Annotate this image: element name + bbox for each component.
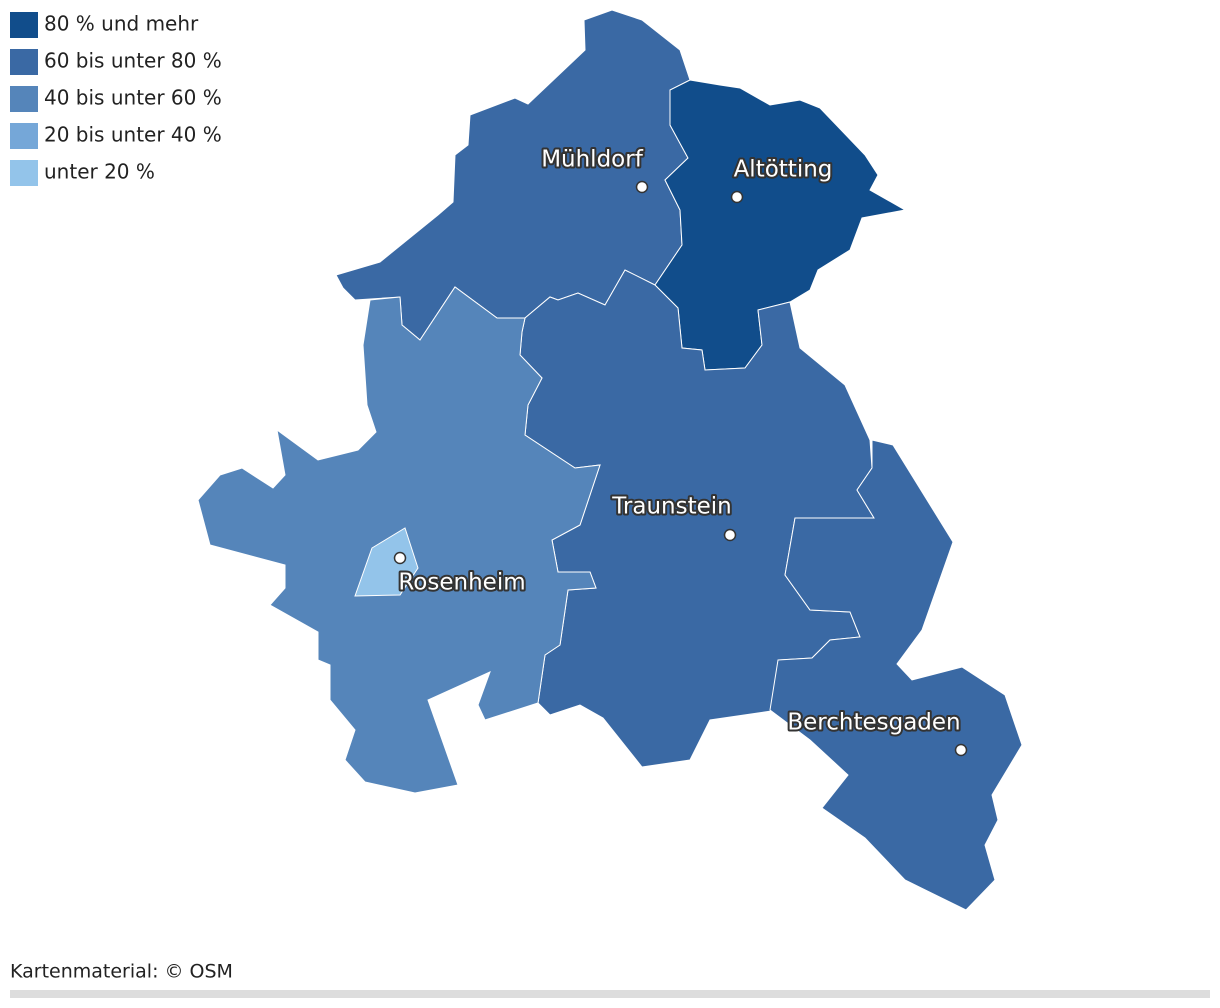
legend-swatch [10,12,38,38]
legend-label: unter 20 % [44,160,155,184]
legend-swatch [10,86,38,112]
legend-label: 80 % und mehr [44,12,199,36]
city-dot [954,743,968,757]
legend-swatch [10,160,38,186]
regions [197,9,1023,911]
footer-bar [10,990,1210,998]
city-dot [730,190,744,204]
region-label: Rosenheim [398,570,525,596]
legend-swatch [10,49,38,75]
labels: Mühldorf Altötting Traunstein Berchtesgaden… [393,145,968,757]
region-label: Mühldorf [541,147,644,173]
city-dot [393,551,407,565]
legend-label: 60 bis unter 80 % [44,49,222,73]
attribution: Kartenmaterial: © OSM [10,961,233,983]
region [769,439,1023,911]
legend-label: 40 bis unter 60 % [44,86,222,110]
region [354,527,419,597]
city-dot [635,180,649,194]
legend-label: 20 bis unter 40 % [44,123,222,147]
region-label: Traunstein [611,494,732,520]
region-label: Altötting [734,157,833,183]
city-dot [723,528,737,542]
legend-swatch [10,123,38,149]
region-label: Berchtesgaden [787,710,960,736]
